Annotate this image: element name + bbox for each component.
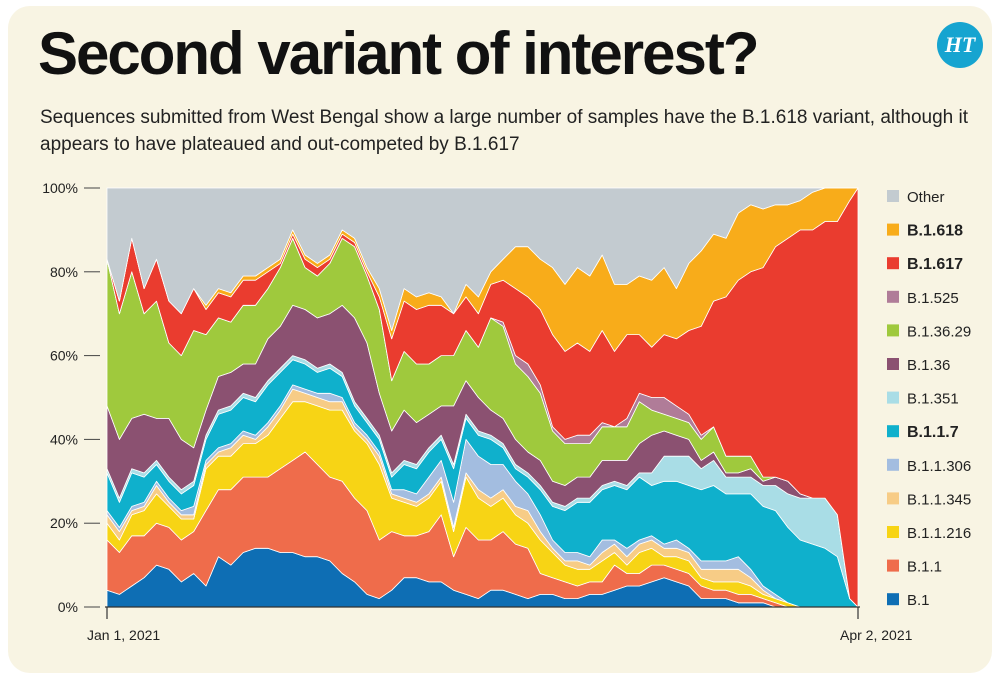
legend-label: B.1.1 bbox=[907, 559, 942, 576]
x-tick-label: Apr 2, 2021 bbox=[840, 627, 913, 643]
legend-label: B.1.618 bbox=[907, 223, 963, 240]
chart-subtitle: Sequences submitted from West Bengal sho… bbox=[40, 107, 969, 155]
legend-label: B.1.525 bbox=[907, 290, 959, 307]
legend-swatch bbox=[887, 257, 899, 270]
ht-logo: HT bbox=[937, 22, 983, 68]
x-tick-label: Jan 1, 2021 bbox=[87, 627, 160, 643]
legend-label: B.1.1.7 bbox=[907, 424, 959, 441]
legend-label: B.1.351 bbox=[907, 391, 959, 408]
legend-swatch bbox=[887, 458, 899, 471]
legend-label: B.1 bbox=[907, 592, 930, 609]
legend-swatch bbox=[887, 358, 899, 370]
y-tick-label: 0% bbox=[58, 599, 78, 615]
legend-swatch bbox=[887, 290, 899, 303]
legend-label: B.1.36 bbox=[907, 357, 950, 374]
legend-swatch bbox=[887, 391, 899, 404]
area-other bbox=[106, 187, 859, 331]
legend-swatch bbox=[887, 593, 899, 606]
legend-swatch bbox=[887, 526, 899, 538]
legend-swatch bbox=[887, 190, 899, 202]
y-tick-label: 20% bbox=[50, 515, 78, 531]
legend-label: B.1.1.345 bbox=[907, 491, 971, 508]
legend: Other B.1.618 B.1.617 B.1.525 B.1.36.29 B.1.3… bbox=[887, 189, 971, 609]
legend-label: B.1.617 bbox=[907, 256, 963, 273]
chart-title: Second variant of interest? bbox=[38, 20, 760, 87]
legend-swatch bbox=[887, 223, 899, 236]
legend-label: B.1.1.306 bbox=[907, 458, 971, 475]
legend-label: Other bbox=[907, 189, 945, 206]
y-tick-label: 100% bbox=[42, 180, 78, 196]
legend-label: B.1.36.29 bbox=[907, 323, 971, 340]
legend-swatch bbox=[887, 425, 899, 438]
legend-swatch bbox=[887, 492, 899, 505]
y-tick-label: 40% bbox=[50, 431, 78, 447]
area-layers bbox=[106, 187, 859, 608]
legend-label: B.1.1.216 bbox=[907, 525, 971, 542]
y-tick-label: 80% bbox=[50, 264, 78, 280]
legend-swatch bbox=[887, 324, 899, 337]
legend-swatch bbox=[887, 559, 899, 572]
y-tick-label: 60% bbox=[50, 348, 78, 364]
